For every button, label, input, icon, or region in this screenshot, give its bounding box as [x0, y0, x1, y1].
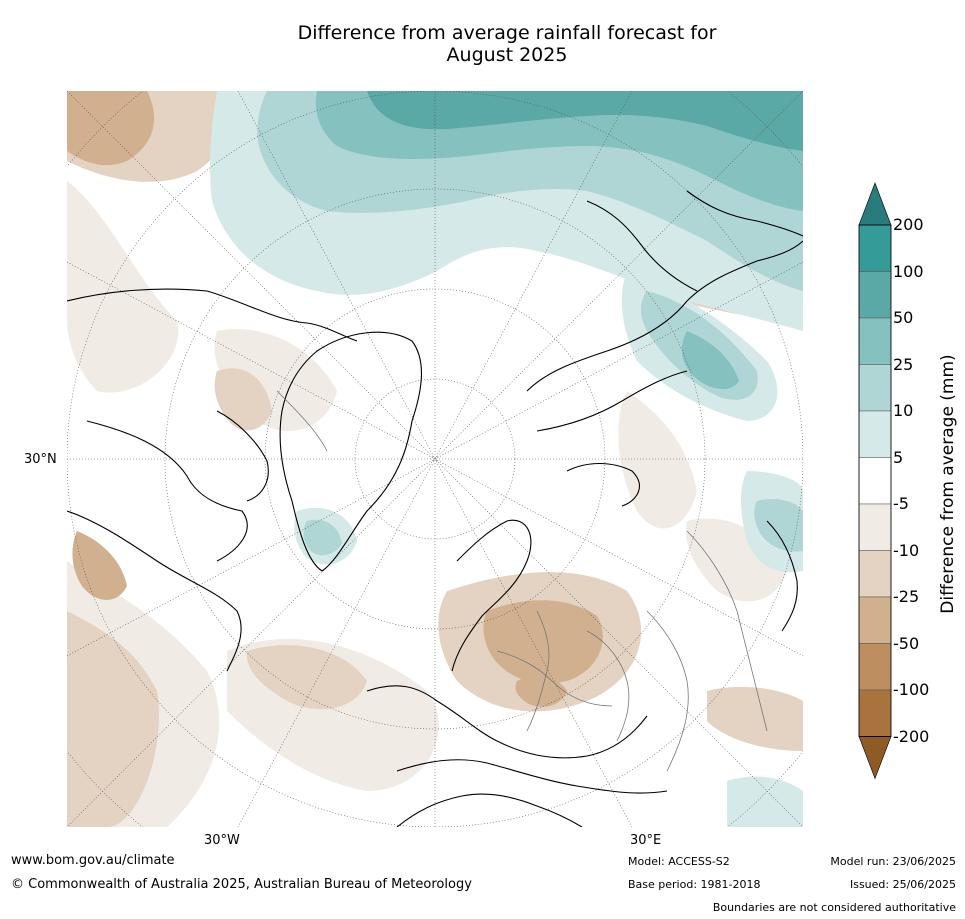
coastlines [67, 190, 803, 827]
graticule [67, 91, 803, 827]
lat-label-30n: 30°N [24, 452, 57, 467]
issued-date: Issued: 25/06/2025 [849, 878, 956, 891]
boundaries-disclaimer: Boundaries are not considered authoritat… [712, 901, 956, 914]
colorbar-tick-label: 25 [893, 354, 914, 374]
colorbar-outline [858, 224, 892, 737]
colorbar-tick-label: 5 [893, 447, 904, 467]
lon-label-30w: 30°W [204, 833, 240, 848]
colorbar-arrow-above [858, 182, 892, 226]
colorbar-tick-label: -50 [893, 633, 920, 653]
base-period: Base period: 1981-2018 [628, 878, 761, 891]
colorbar-segments [858, 182, 892, 780]
model-run-date: Model run: 23/06/2025 [830, 855, 956, 868]
copyright-notice: © Commonwealth of Australia 2025, Austra… [11, 877, 472, 892]
colorbar-tick-label: 50 [893, 308, 914, 327]
colorbar-tick-label: -10 [893, 540, 920, 560]
colorbar-arrow-below [858, 736, 892, 780]
lon-label-30e: 30°E [630, 833, 662, 848]
website-link[interactable]: www.bom.gov.au/climate [11, 853, 175, 868]
map-title-line-1: Difference from average rainfall forecas… [297, 22, 717, 44]
country-borders [276, 390, 768, 772]
colorbar-segment--25_-10 [858, 550, 892, 598]
colorbar-segment--10_-5 [858, 503, 892, 551]
colorbar: 200 100 50 25 10 5 -5 -10 -25 -50 -100 -200 [855, 180, 965, 785]
wet-anomaly-very-strong [367, 91, 803, 151]
colorbar-segment--200_-100 [858, 689, 892, 737]
map-title: Difference from average rainfall forecas… [67, 22, 947, 66]
colorbar-segment-100_200 [858, 224, 892, 272]
colorbar-segment-neutral [858, 457, 892, 505]
colorbar-segment-5_10 [858, 410, 892, 458]
map-title-line-2: August 2025 [446, 44, 568, 66]
colorbar-tick-label: -200 [893, 726, 930, 746]
colorbar-segment-50_100 [858, 271, 892, 319]
colorbar-segment-25_50 [858, 317, 892, 365]
colorbar-tick-label: 10 [893, 401, 914, 420]
rainfall-anomaly-map [67, 91, 803, 827]
colorbar-segment--50_-25 [858, 596, 892, 644]
colorbar-tick-label: -5 [893, 494, 909, 513]
colorbar-segment--100_-50 [858, 643, 892, 691]
colorbar-segment-10_25 [858, 364, 892, 412]
model-name: Model: ACCESS-S2 [628, 855, 730, 868]
colorbar-tick-label: -25 [893, 587, 920, 606]
colorbar-tick-label: 200 [893, 215, 924, 234]
colorbar-title: Difference from average (mm) [938, 354, 958, 614]
colorbar-tick-label: -100 [893, 680, 930, 699]
colorbar-tick-label: 100 [893, 261, 924, 281]
